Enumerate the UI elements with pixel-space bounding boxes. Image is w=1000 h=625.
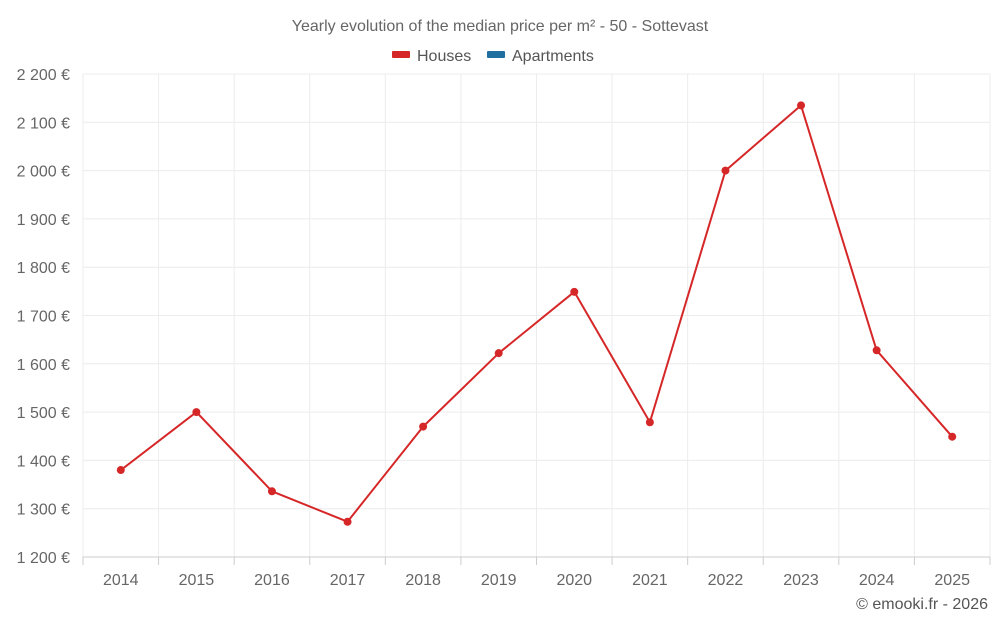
x-tick-label: 2018 — [405, 572, 441, 589]
x-axis: 2014 2015 2016 2017 2018 2019 2020 2021 2022 2023… — [82, 556, 991, 589]
series-layer — [116, 101, 957, 526]
y-tick-label: 1 700 € — [17, 309, 70, 326]
x-tick-label: 2016 — [254, 572, 290, 589]
series-houses — [116, 101, 957, 526]
y-tick-label: 2 100 € — [17, 115, 70, 132]
data-point-houses[interactable] — [267, 487, 276, 496]
data-point-houses[interactable] — [419, 422, 428, 431]
x-tick-label: 2025 — [934, 572, 970, 589]
data-point-houses[interactable] — [570, 287, 579, 296]
y-tick-label: 2 200 € — [17, 67, 70, 84]
x-tick-label: 2024 — [859, 572, 895, 589]
credit-text: © emooki.fr - 2026 — [856, 596, 988, 613]
legend: Houses Apartments — [392, 48, 594, 65]
data-point-houses[interactable] — [192, 408, 201, 417]
y-tick-label: 1 200 € — [17, 550, 70, 567]
y-tick-label: 1 800 € — [17, 260, 70, 277]
x-tick-label: 2021 — [632, 572, 668, 589]
x-tick-label: 2019 — [481, 572, 517, 589]
legend-item-apartments[interactable]: Apartments — [487, 48, 594, 65]
x-tick-label: 2017 — [330, 572, 366, 589]
data-point-houses[interactable] — [645, 418, 654, 427]
legend-item-houses[interactable]: Houses — [392, 48, 471, 65]
data-point-houses[interactable] — [797, 101, 806, 110]
data-point-houses[interactable] — [721, 166, 730, 175]
y-axis: 1 200 € 1 300 € 1 400 € 1 500 € 1 600 € 1 700… — [17, 67, 70, 567]
legend-label-houses: Houses — [417, 48, 471, 65]
legend-swatch-houses — [392, 51, 410, 58]
chart-title: Yearly evolution of the median price per… — [292, 18, 709, 35]
horizontal-gridlines — [83, 73, 990, 510]
y-tick-label: 1 500 € — [17, 405, 70, 422]
x-tick-label: 2020 — [556, 572, 592, 589]
x-tick-label: 2022 — [708, 572, 744, 589]
y-tick-label: 2 000 € — [17, 164, 70, 181]
data-point-houses[interactable] — [494, 349, 503, 358]
series-line-houses — [120, 104, 953, 523]
x-tick-label: 2023 — [783, 572, 819, 589]
legend-label-apartments: Apartments — [512, 48, 594, 65]
y-tick-label: 1 400 € — [17, 453, 70, 470]
data-point-houses[interactable] — [343, 517, 352, 526]
data-point-houses[interactable] — [948, 432, 957, 441]
y-tick-label: 1 600 € — [17, 357, 70, 374]
y-tick-label: 1 900 € — [17, 212, 70, 229]
data-point-houses[interactable] — [872, 346, 881, 355]
x-tick-label: 2014 — [103, 572, 139, 589]
data-point-houses[interactable] — [116, 466, 125, 475]
y-tick-label: 1 300 € — [17, 502, 70, 519]
x-tick-label: 2015 — [179, 572, 215, 589]
legend-swatch-apartments — [487, 51, 505, 58]
